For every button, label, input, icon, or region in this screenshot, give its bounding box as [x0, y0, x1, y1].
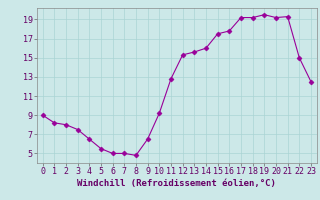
- X-axis label: Windchill (Refroidissement éolien,°C): Windchill (Refroidissement éolien,°C): [77, 179, 276, 188]
